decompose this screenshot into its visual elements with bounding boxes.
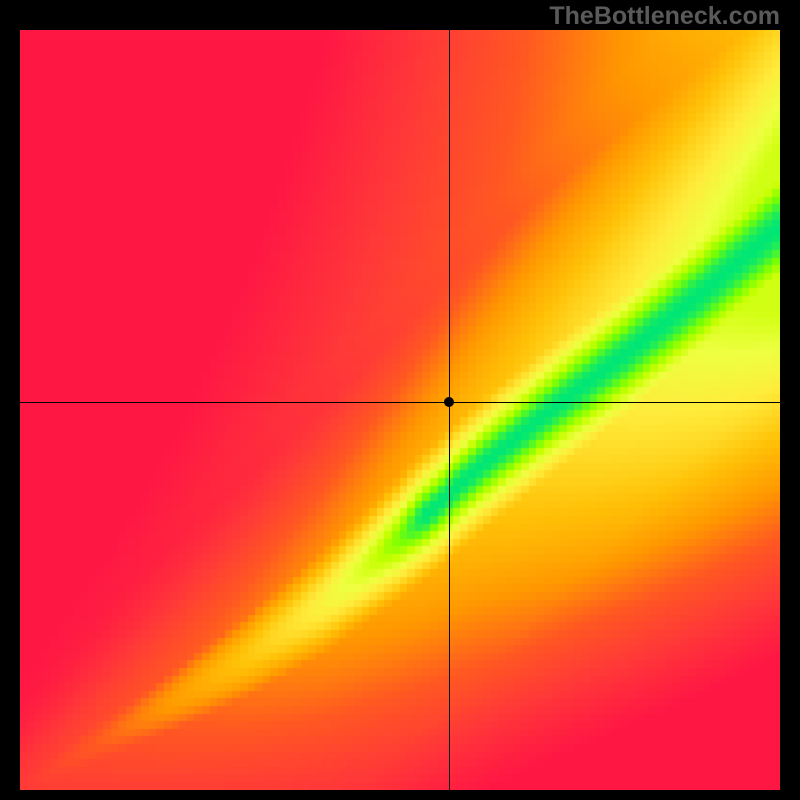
watermark-text: TheBottleneck.com — [549, 2, 780, 31]
crosshair-horizontal — [20, 402, 780, 403]
crosshair-vertical — [449, 30, 450, 790]
chart-container: TheBottleneck.com — [0, 0, 800, 800]
bottleneck-heatmap — [20, 30, 780, 790]
